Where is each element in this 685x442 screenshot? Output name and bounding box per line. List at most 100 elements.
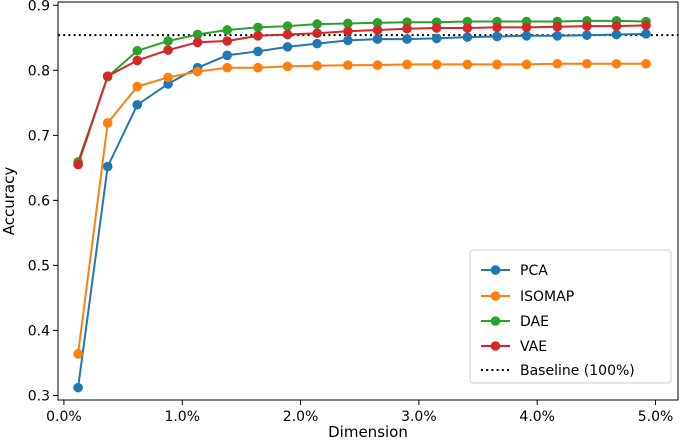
data-point	[132, 45, 143, 56]
series-line	[77, 24, 647, 165]
legend-label: VAE	[520, 339, 547, 355]
legend: PCA ISOMAP DAE VAE Baseline (100%)	[469, 249, 672, 384]
data-point	[611, 29, 622, 40]
x-tick-label: 3.0%	[401, 409, 437, 425]
data-point	[462, 23, 473, 33]
data-point	[372, 25, 383, 35]
data-point	[132, 81, 143, 92]
y-tick-label: 0.8	[28, 63, 50, 79]
y-tick-label: 0.6	[28, 193, 50, 209]
data-point	[222, 25, 232, 35]
series-vae	[73, 20, 651, 170]
data-point	[611, 21, 622, 31]
data-point	[521, 22, 532, 33]
data-point	[343, 18, 353, 29]
data-point	[552, 21, 563, 32]
data-point	[282, 21, 293, 31]
data-point	[582, 58, 592, 69]
data-point	[641, 20, 651, 31]
legend-marker	[490, 291, 501, 301]
data-point	[102, 161, 113, 172]
legend-item-dae: DAE	[481, 314, 549, 330]
data-point	[521, 31, 532, 41]
data-point	[192, 66, 203, 77]
data-point	[343, 35, 353, 46]
data-point	[253, 46, 263, 57]
data-point	[372, 18, 383, 28]
legend-item-baseline: Baseline (100%)	[481, 363, 635, 379]
data-point	[372, 34, 383, 44]
legend-label: Baseline (100%)	[520, 363, 635, 379]
y-tick-label: 0.7	[28, 128, 50, 144]
series-line	[77, 19, 647, 163]
data-point	[402, 59, 412, 70]
data-point	[222, 62, 232, 73]
data-point	[312, 28, 322, 39]
data-point	[431, 59, 442, 70]
data-point	[462, 32, 473, 42]
x-axis: 0.0% 1.0% 2.0% 3.0% 4.0% 5.0%	[46, 400, 673, 425]
legend-item-pca: PCA	[481, 263, 548, 279]
data-point	[73, 349, 83, 359]
legend-item-vae: VAE	[481, 339, 547, 355]
data-point	[611, 58, 622, 69]
data-point	[462, 59, 473, 70]
y-axis: 0.3 0.4 0.5 0.6 0.7 0.8 0.9	[28, 0, 58, 404]
data-point	[102, 71, 113, 81]
data-point	[492, 59, 502, 70]
x-tick-label: 5.0%	[638, 409, 674, 425]
legend-label: PCA	[520, 263, 548, 279]
series-dae	[73, 16, 651, 167]
data-point	[282, 42, 293, 52]
data-point	[552, 31, 563, 41]
legend-marker	[490, 265, 501, 275]
data-point	[312, 19, 322, 29]
legend-label: ISOMAP	[520, 289, 574, 305]
x-axis-label: Dimension	[328, 423, 408, 441]
data-point	[282, 61, 293, 72]
data-point	[552, 58, 563, 69]
series-pca	[73, 29, 651, 393]
y-tick-label: 0.3	[28, 388, 50, 404]
legend-marker	[490, 341, 501, 351]
data-point	[521, 59, 532, 70]
data-point	[372, 60, 383, 70]
data-point	[431, 23, 442, 33]
legend-item-isomap: ISOMAP	[481, 289, 574, 305]
y-tick-label: 0.4	[28, 323, 50, 339]
y-tick-label: 0.5	[28, 258, 50, 274]
data-point	[343, 60, 353, 70]
x-tick-label: 1.0%	[164, 409, 200, 425]
legend-marker	[490, 316, 501, 326]
data-point	[492, 22, 502, 33]
data-point	[253, 62, 263, 73]
y-axis-label: Accuracy	[0, 167, 18, 236]
data-point	[132, 99, 143, 110]
data-point	[582, 30, 592, 40]
series-line	[77, 32, 647, 388]
series-isomap	[73, 58, 651, 359]
data-point	[73, 159, 83, 170]
data-point	[402, 23, 412, 34]
data-point	[282, 29, 293, 40]
data-point	[312, 38, 322, 49]
plot-area	[58, 16, 678, 393]
data-point	[102, 118, 113, 128]
data-point	[163, 45, 173, 55]
data-point	[431, 33, 442, 44]
data-point	[402, 34, 412, 44]
data-point	[492, 31, 502, 42]
series-line	[77, 62, 647, 354]
data-point	[641, 58, 651, 69]
x-tick-label: 0.0%	[46, 409, 82, 425]
legend-label: DAE	[520, 314, 549, 330]
data-point	[582, 21, 592, 31]
x-tick-label: 2.0%	[283, 409, 319, 425]
data-point	[73, 382, 83, 393]
data-point	[253, 31, 263, 41]
data-point	[312, 60, 322, 71]
data-point	[222, 36, 232, 46]
data-point	[192, 29, 203, 40]
plot-frame	[57, 1, 679, 401]
